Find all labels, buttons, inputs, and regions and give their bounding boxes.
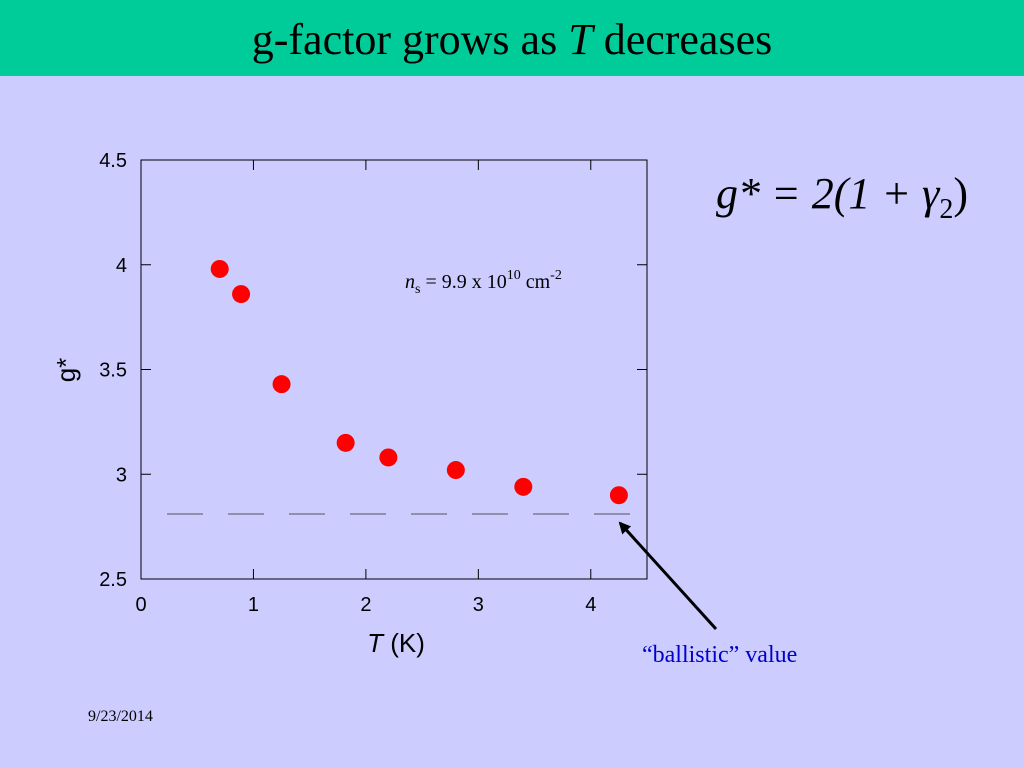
data-point — [272, 375, 291, 394]
y-tick-label: 4 — [116, 255, 127, 277]
x-axis-label: T (K) — [367, 628, 425, 658]
y-tick-label: 2.5 — [99, 569, 127, 591]
annotation-text: = 9.9 x 10 — [420, 271, 506, 293]
annotation-unit-exp: -2 — [550, 268, 562, 283]
data-point — [336, 433, 355, 452]
data-point — [232, 285, 251, 304]
g-factor-formula: g* = 2(1 + γ2) — [716, 168, 968, 226]
annotation-var: n — [405, 271, 415, 293]
ballistic-label: “ballistic” value — [642, 642, 798, 668]
density-annotation: ns = 9.9 x 1010 cm-2 — [405, 268, 562, 297]
y-tick-label: 4.5 — [99, 150, 127, 172]
x-axis-var: T — [367, 628, 385, 658]
title-suffix: decreases — [592, 15, 773, 64]
data-point — [514, 477, 533, 496]
formula-lhs: g* = 2(1 + γ — [716, 169, 940, 218]
slide-date: 9/23/2014 — [88, 708, 153, 725]
x-tick-label: 1 — [248, 594, 259, 616]
plot-frame — [140, 159, 648, 580]
title-prefix: g-factor grows as — [251, 15, 569, 64]
annotation-sub: s — [415, 282, 420, 297]
x-tick-label: 0 — [135, 594, 146, 616]
title-variable: T — [568, 15, 593, 64]
x-tick-label: 3 — [473, 594, 484, 616]
data-point — [379, 448, 398, 467]
ballistic-arrow — [618, 521, 718, 631]
slide-title: g-factor grows as T decreases — [0, 14, 1024, 65]
y-tick-label: 3.5 — [99, 360, 127, 382]
x-tick-label: 2 — [360, 594, 371, 616]
y-tick-label: 3 — [116, 464, 127, 486]
data-point — [446, 461, 465, 480]
annotation-exp: 10 — [507, 268, 521, 283]
data-point — [210, 259, 229, 278]
title-bar — [0, 0, 1024, 76]
x-axis-unit: (K) — [383, 628, 425, 658]
data-point — [609, 486, 628, 505]
annotation-unit: cm — [521, 271, 551, 293]
x-tick-label: 4 — [585, 594, 596, 616]
y-axis-label: g* — [51, 358, 81, 383]
formula-subscript: 2 — [939, 194, 954, 225]
formula-close: ) — [953, 169, 969, 218]
